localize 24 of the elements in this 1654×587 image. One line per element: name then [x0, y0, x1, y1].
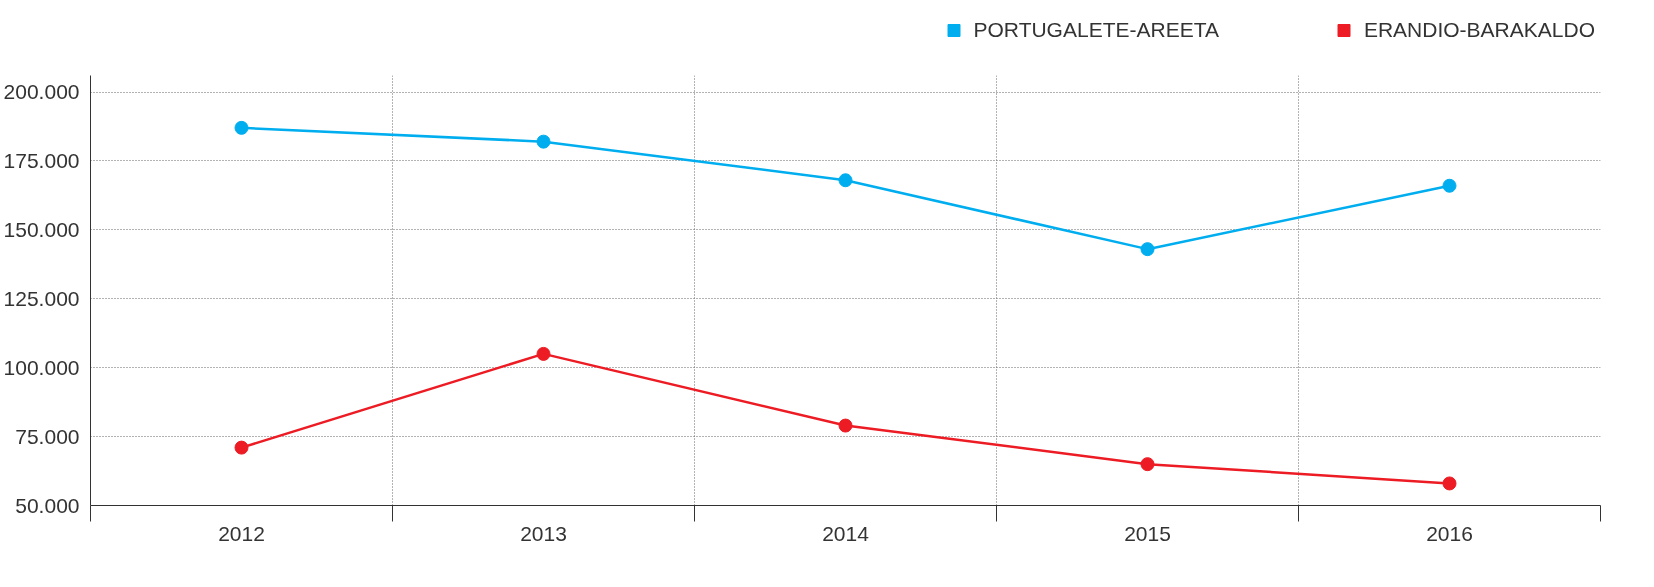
y-tick-label: 100.000 — [3, 355, 80, 379]
y-tick-label: 150.000 — [3, 217, 80, 241]
legend-label: ERANDIO-BARAKALDO — [1363, 17, 1595, 43]
point — [1140, 457, 1155, 472]
x-tick-label: 2015 — [1124, 521, 1171, 545]
y-tick-label: 200.000 — [3, 80, 80, 104]
y-tick-label: 75.000 — [15, 424, 80, 448]
point — [234, 440, 249, 455]
x-tick-label: 2016 — [1426, 521, 1473, 545]
point — [536, 346, 551, 361]
y-tick-label: 50.000 — [15, 493, 80, 517]
point — [536, 134, 551, 149]
point — [838, 173, 853, 188]
point — [1442, 476, 1457, 491]
x-tick-label: 2013 — [520, 521, 567, 545]
legend-label: PORTUGALETE-AREETA — [973, 17, 1219, 43]
x-tick-label: 2014 — [822, 521, 870, 545]
y-tick-label: 125.000 — [3, 286, 80, 310]
x-tick-label: 2012 — [218, 521, 265, 545]
y-tick-label: 175.000 — [3, 148, 80, 172]
point — [234, 120, 249, 135]
point — [1140, 242, 1155, 257]
point — [838, 418, 853, 433]
point — [1442, 178, 1457, 193]
